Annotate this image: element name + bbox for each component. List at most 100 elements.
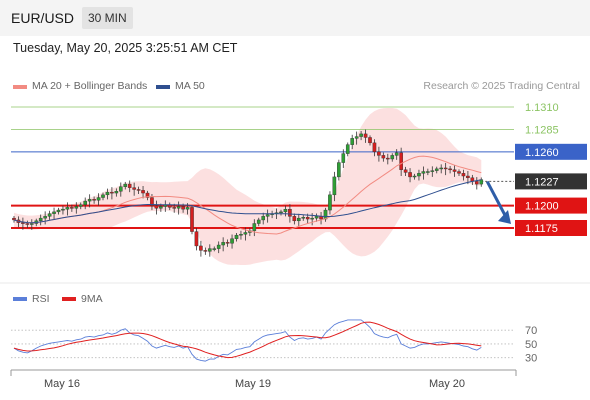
candle: [203, 250, 208, 252]
rsi-tick-label: 30: [525, 353, 537, 365]
timestamp: Tuesday, May 20, 2025 3:25:51 AM CET: [13, 41, 238, 55]
level-label: 1.1227: [525, 176, 559, 188]
candle: [417, 173, 421, 177]
x-tick-label: May 20: [429, 378, 465, 390]
candle: [145, 192, 150, 198]
level-label: 1.1310: [525, 102, 559, 114]
candle: [337, 162, 341, 178]
candle: [305, 217, 310, 220]
candle: [354, 136, 359, 139]
candle: [399, 152, 403, 170]
candle: [434, 168, 439, 171]
candle: [61, 208, 65, 211]
candle: [114, 191, 119, 194]
candle: [350, 138, 355, 145]
candle: [65, 207, 70, 210]
candle: [38, 217, 43, 222]
candle: [25, 223, 30, 225]
bollinger-band: [14, 108, 482, 265]
candle: [101, 194, 105, 198]
candle: [96, 197, 101, 201]
rsi-tick-label: 70: [525, 325, 537, 337]
pair-title: EUR/USD: [11, 10, 75, 26]
candle: [83, 200, 87, 205]
level-label: 1.1175: [525, 223, 558, 235]
candle: [368, 137, 372, 144]
candle: [47, 213, 52, 217]
candle: [403, 169, 408, 173]
level-label-bg: [515, 197, 587, 214]
candle: [252, 223, 257, 231]
candle: [221, 242, 225, 246]
candle: [279, 211, 283, 214]
legend-ma20: MA 20 + Bollinger Bands: [32, 80, 148, 92]
timeframe-badge[interactable]: 30 MIN: [82, 7, 133, 29]
candle: [56, 209, 61, 213]
forecast-arrow-icon: [485, 180, 511, 224]
candle: [199, 245, 203, 251]
candle: [256, 219, 261, 224]
candle: [118, 186, 123, 192]
candle: [230, 238, 234, 244]
candle: [110, 191, 114, 194]
price-levels: [11, 106, 514, 229]
candle: [265, 214, 270, 217]
candle: [216, 244, 221, 249]
candle: [466, 175, 470, 179]
candle: [443, 167, 448, 170]
candles: [12, 129, 484, 257]
candle: [457, 171, 461, 174]
forecast-arrow-shaft: [485, 180, 509, 220]
candle: [225, 242, 230, 244]
candle: [381, 155, 386, 159]
candle: [43, 216, 47, 219]
candle: [341, 153, 346, 163]
credit-text: Research © 2025 Trading Central: [423, 80, 580, 92]
candle: [87, 199, 92, 202]
candle: [426, 171, 430, 173]
candle: [461, 173, 466, 177]
candle: [359, 133, 363, 137]
level-label: 1.1200: [525, 201, 559, 213]
candle: [154, 205, 159, 209]
candle: [181, 206, 185, 210]
candle: [412, 175, 417, 178]
candle: [345, 144, 350, 154]
candle: [190, 207, 194, 232]
level-label-bg: [515, 143, 587, 160]
candle: [150, 197, 154, 206]
candle: [243, 232, 248, 235]
candle: [301, 217, 306, 219]
candle: [288, 208, 292, 217]
legend-rsi: RSI: [32, 293, 50, 305]
candle: [70, 207, 74, 209]
bollinger-band-area: [14, 108, 482, 265]
candle: [386, 157, 390, 160]
candle: [136, 189, 141, 191]
candle: [475, 181, 479, 185]
legend-swatch-ma50: [156, 85, 170, 89]
candle: [332, 176, 337, 196]
candle: [92, 199, 96, 201]
candle: [310, 217, 314, 220]
candle: [212, 248, 217, 250]
legend-swatch-9ma: [62, 297, 76, 301]
candle: [172, 207, 177, 209]
candle: [127, 183, 132, 188]
candle: [159, 206, 163, 209]
candle: [74, 206, 79, 209]
moving-averages: [13, 155, 482, 235]
candle: [239, 234, 243, 236]
candle: [363, 133, 368, 138]
level-label: 1.1260: [525, 147, 559, 159]
candle: [372, 142, 377, 153]
candle: [421, 171, 426, 174]
candle: [52, 211, 56, 214]
candle: [377, 151, 381, 156]
candle: [132, 187, 136, 190]
legend-9ma: 9MA: [81, 293, 103, 305]
candle: [176, 206, 181, 209]
x-tick-label: May 16: [44, 378, 80, 390]
candle: [328, 194, 332, 211]
candle: [314, 216, 319, 219]
